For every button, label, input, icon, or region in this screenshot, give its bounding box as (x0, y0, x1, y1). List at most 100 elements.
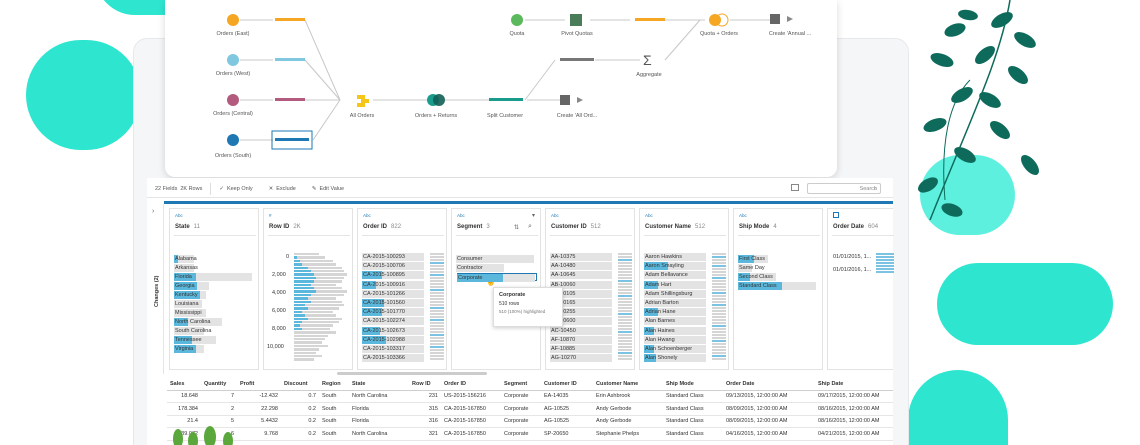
table-row[interactable]: 178.384 2 22.298 0.2 South Florida 315 CA-2015-… (167, 403, 893, 416)
value-north-carolina[interactable]: North Carolina (174, 318, 222, 326)
table-row[interactable]: 39.072 6 9.768 0.2 South North Carolina 321 CA-… (167, 428, 893, 441)
node-label-pivot-quotas[interactable]: Pivot Quotas (561, 31, 593, 37)
node-label-create-annual[interactable]: Create 'Annual ... (768, 31, 812, 37)
value-date[interactable]: 01/01/2015, 1... (833, 254, 872, 260)
list-value[interactable]: CA-2015-100706 (362, 262, 424, 271)
value-tennessee[interactable]: Tennessee (174, 336, 216, 344)
node-label-orders-returns[interactable]: Orders + Returns (414, 113, 458, 119)
value-virginia[interactable]: Virginia (174, 345, 204, 353)
list-value[interactable]: Alan Barnes (644, 317, 706, 326)
column-header[interactable]: Segment (504, 380, 528, 387)
node-label-orders-south[interactable]: Orders (South) (214, 153, 252, 159)
column-header[interactable]: Order ID (444, 380, 467, 387)
column-header[interactable]: Discount (284, 380, 308, 387)
list-value[interactable]: CA-2015-101266 (362, 289, 424, 298)
node-label-split-customer[interactable]: Split Customer (486, 113, 524, 119)
list-value[interactable]: CA-2015-100895 (362, 271, 424, 280)
value-contractor[interactable]: Contractor (456, 264, 504, 272)
more-options-icon[interactable]: ▾ (532, 213, 536, 219)
list-value[interactable]: Alan Hwang (644, 335, 706, 344)
value-georgia[interactable]: Georgia (174, 282, 209, 290)
list-value[interactable]: Aaron Smayling (644, 262, 706, 271)
list-value[interactable]: AB-10105 (550, 289, 612, 298)
value-arkansas[interactable]: Arkansas (174, 264, 198, 272)
list-value[interactable]: AA-10375 (550, 253, 612, 261)
list-value[interactable]: AA-10480 (550, 262, 612, 271)
value-first-class[interactable]: First Class (738, 255, 768, 263)
list-value[interactable]: AC-10450 (550, 326, 612, 335)
date-minimap[interactable] (876, 253, 894, 273)
profile-card-row-id[interactable]: # Row ID 2K 0 2,000 4,000 6,000 8,000 10,… (263, 208, 353, 370)
list-value[interactable]: CA-2015-102673 (362, 326, 424, 335)
customer-id-minimap[interactable] (618, 253, 632, 363)
profile-card-ship-mode[interactable]: Abc Ship Mode 4 First Class Same Day Seco… (733, 208, 823, 370)
value-mississippi[interactable]: Mississippi (174, 309, 206, 317)
exclude-button[interactable]: ✕ Exclude (268, 185, 296, 192)
list-value[interactable]: Adam Shillingsburg (644, 289, 706, 298)
list-value[interactable]: Adam Bellavance (644, 271, 706, 280)
node-label-orders-east[interactable]: Orders (East) (216, 31, 250, 37)
list-value[interactable]: AB-10060 (550, 280, 612, 289)
search-icon[interactable]: ⌕ (528, 223, 532, 230)
list-value[interactable]: CA-2015-100293 (362, 253, 424, 261)
profile-card-customer-name[interactable]: Abc Customer Name 512 Aaron Hawkins Aaron … (639, 208, 729, 370)
column-header[interactable]: Region (322, 380, 341, 387)
list-value[interactable]: CA-2015-102274 (362, 317, 424, 326)
list-value[interactable]: AB-10255 (550, 308, 612, 317)
list-value[interactable]: CA-2015-103317 (362, 345, 424, 353)
node-label-quota[interactable]: Quota (509, 31, 525, 37)
search-input[interactable]: Search ⌕ (807, 183, 881, 194)
list-value[interactable]: AF-10870 (550, 335, 612, 344)
node-label-create-all-orders[interactable]: Create 'All Ord... (556, 113, 598, 119)
chevron-right-icon[interactable]: › (152, 208, 155, 215)
list-value[interactable]: CA-2015-101560 (362, 299, 424, 307)
list-value[interactable]: CA-2015-100916 (362, 280, 424, 289)
value-florida[interactable]: Florida (174, 273, 252, 281)
column-header[interactable]: Quantity (204, 380, 227, 387)
profile-card-order-id[interactable]: Abc Order ID 822 CA-2015-100293 CA-2015-10… (357, 208, 447, 370)
value-corporate[interactable]: Corporate (457, 273, 537, 282)
column-header[interactable]: State (352, 380, 366, 387)
list-value[interactable]: AG-10270 (550, 354, 612, 363)
value-same-day[interactable]: Same Day (738, 264, 765, 272)
list-value[interactable]: AA-10645 (550, 271, 612, 280)
list-value[interactable]: CA-2015-102988 (362, 335, 424, 344)
node-label-orders-central[interactable]: Orders (Central) (213, 111, 253, 117)
column-header[interactable]: Order Date (726, 380, 755, 387)
list-value[interactable]: Alan Shonely (644, 354, 706, 363)
edit-value-button[interactable]: ✎ Edit Value (311, 185, 345, 192)
value-second-class[interactable]: Second Class (738, 273, 776, 281)
column-header[interactable]: Sales (170, 380, 185, 387)
customer-name-minimap[interactable] (712, 253, 726, 363)
node-label-quota-orders[interactable]: Quota + Orders (699, 31, 739, 37)
list-value[interactable]: AB-10165 (550, 299, 612, 307)
value-louisiana[interactable]: Louisiana (174, 300, 202, 308)
list-value[interactable]: AF-10885 (550, 345, 612, 353)
list-value[interactable]: Adrian Barton (644, 299, 706, 307)
keep-only-button[interactable]: ✓ Keep Only (219, 185, 253, 192)
list-value[interactable]: AB-10600 (550, 317, 612, 326)
column-header[interactable]: Customer ID (544, 380, 577, 387)
table-row[interactable]: 21.4 5 5.4432 0.2 South Florida 316 CA-2015-167… (167, 416, 893, 428)
value-kentucky[interactable]: Kentucky (174, 291, 206, 299)
view-toggle-icon[interactable] (791, 184, 799, 191)
value-south-carolina[interactable]: South Carolina (174, 327, 212, 335)
column-header[interactable]: Ship Mode (666, 380, 694, 387)
column-header[interactable]: Profit (240, 380, 255, 387)
profile-card-order-date[interactable]: Order Date 604 01/01/2015, 1... 01/01/201… (827, 208, 894, 370)
node-label-orders-west[interactable]: Orders (West) (215, 71, 251, 77)
node-label-all-orders[interactable]: All Orders (349, 113, 375, 119)
list-value[interactable]: Aaron Hawkins (644, 253, 706, 261)
list-value[interactable]: Alan Schoenberger (644, 345, 706, 353)
profile-card-state[interactable]: Abc State 11 Alabama Arkansas Florida Geo… (169, 208, 259, 370)
row-id-histogram[interactable] (294, 253, 350, 363)
column-header[interactable]: Customer Name (596, 380, 639, 387)
sort-icon[interactable]: ⇅ (514, 225, 520, 231)
value-date[interactable]: 01/01/2016, 1... (833, 267, 872, 273)
node-label-aggregate[interactable]: Aggregate (636, 72, 662, 78)
value-standard-class[interactable]: Standard Class (738, 282, 816, 290)
column-header[interactable]: Ship Date (818, 380, 844, 387)
horizontal-scrollbar[interactable] (337, 372, 487, 375)
list-value[interactable]: Alan Haines (644, 326, 706, 335)
list-value[interactable]: Adrian Hane (644, 308, 706, 317)
